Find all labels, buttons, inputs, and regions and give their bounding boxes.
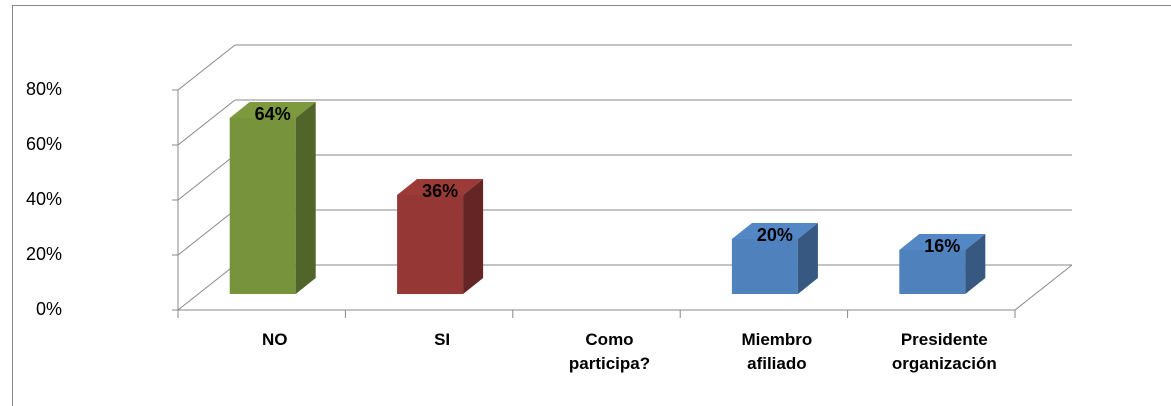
bar-side	[797, 223, 818, 294]
bar-top	[397, 179, 484, 195]
y-tick-label: 80%	[26, 79, 62, 99]
chart-border	[12, 5, 1171, 406]
value-label: 20%	[757, 225, 793, 245]
side-grid-line	[177, 154, 236, 201]
value-label: 16%	[924, 236, 960, 256]
bar-top	[229, 102, 316, 118]
bar-front	[899, 250, 966, 294]
x-tick-label: SI	[434, 330, 451, 349]
bar-top	[731, 223, 818, 239]
side-grid-line	[177, 99, 236, 146]
value-label: 36%	[422, 181, 458, 201]
bar-front	[229, 118, 296, 294]
y-tick-label: 60%	[26, 134, 62, 154]
x-tick-label: Miembro afiliado	[741, 330, 813, 373]
value-label: 64%	[255, 104, 291, 124]
y-tick-label: 20%	[26, 244, 62, 264]
x-tick-label: Como participa?	[568, 330, 651, 373]
bar-front	[731, 239, 798, 294]
bar-front	[397, 195, 464, 294]
bar-side	[463, 179, 484, 294]
side-grid-line	[177, 209, 236, 256]
bar-side	[295, 102, 316, 294]
floor-right	[1014, 264, 1073, 311]
x-tick-label: NO	[261, 330, 288, 349]
y-tick-label: 0%	[36, 299, 62, 319]
side-grid-line	[177, 44, 236, 91]
x-tick-label: Presidente organización	[891, 330, 997, 373]
bar-side	[965, 234, 986, 294]
y-tick-label: 40%	[26, 189, 62, 209]
side-grid-line	[177, 264, 236, 311]
bar-top	[899, 234, 986, 250]
